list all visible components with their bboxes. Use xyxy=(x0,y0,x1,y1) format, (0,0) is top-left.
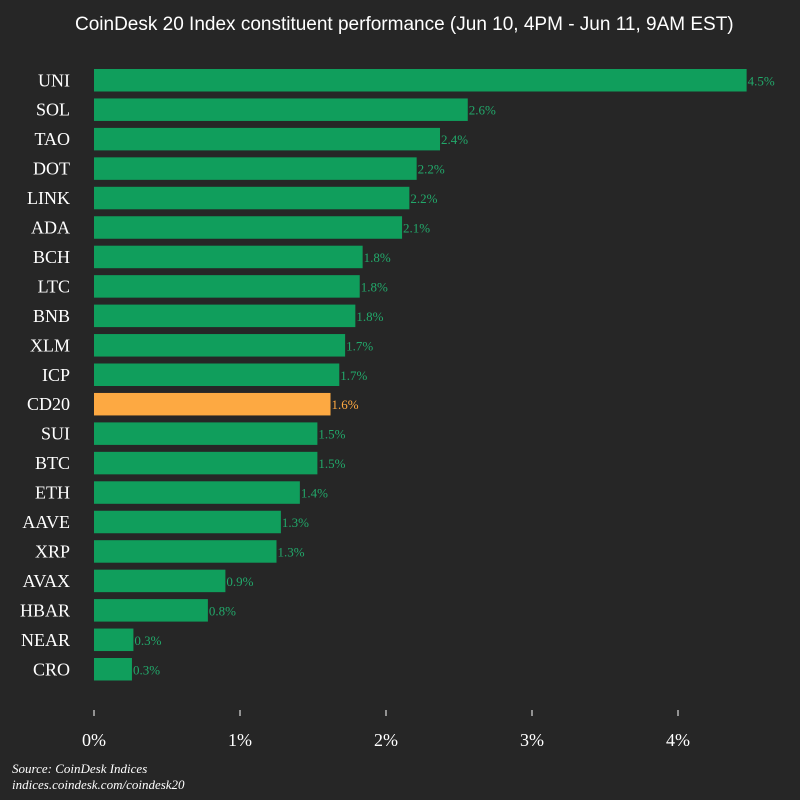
data-label-link: 2.2% xyxy=(410,191,437,206)
bar-bnb xyxy=(94,304,356,328)
data-label-bnb: 1.8% xyxy=(356,309,383,324)
category-label-dot: DOT xyxy=(33,159,70,179)
data-label-bch: 1.8% xyxy=(364,250,391,265)
x-tick-label-2: 2% xyxy=(374,730,398,750)
data-label-sol: 2.6% xyxy=(469,103,496,118)
category-label-ltc: LTC xyxy=(38,276,70,296)
category-label-sui: SUI xyxy=(41,424,70,444)
bar-cd20 xyxy=(94,392,331,416)
category-label-bnb: BNB xyxy=(33,306,70,326)
bar-uni xyxy=(94,69,747,92)
category-label-icp: ICP xyxy=(42,365,70,385)
category-labels: UNI SOL TAO DOT LINK ADA BCH LTC BNB XLM ICP CD20 SU… xyxy=(20,70,70,679)
bar-ada xyxy=(94,216,403,239)
data-label-icp: 1.7% xyxy=(340,368,367,383)
bar-xlm xyxy=(94,334,346,357)
x-tick-label-0: 0% xyxy=(82,730,106,750)
data-label-aave: 1.3% xyxy=(282,515,309,530)
data-label-xrp: 1.3% xyxy=(278,544,305,559)
category-label-link: LINK xyxy=(27,188,70,208)
data-label-cd20: 1.6% xyxy=(332,397,359,412)
bar-icp xyxy=(94,363,340,386)
bar-cro xyxy=(94,658,132,681)
data-label-tao: 2.4% xyxy=(441,132,468,147)
category-label-tao: TAO xyxy=(34,129,70,149)
x-tick-label-3: 3% xyxy=(520,730,544,750)
data-label-ada: 2.1% xyxy=(403,221,430,236)
data-label-ltc: 1.8% xyxy=(361,279,388,294)
category-label-hbar: HBAR xyxy=(20,600,70,620)
data-label-hbar: 0.8% xyxy=(209,603,236,618)
category-label-xrp: XRP xyxy=(35,541,70,561)
bar-xrp xyxy=(94,540,277,563)
bar-sui xyxy=(94,422,318,445)
category-label-sol: SOL xyxy=(36,100,70,120)
bars-group xyxy=(94,69,747,681)
data-label-sui: 1.5% xyxy=(318,427,345,442)
x-tick-label-1: 1% xyxy=(228,730,252,750)
x-axis: 0% 1% 2% 3% 4% xyxy=(82,710,690,750)
bar-dot xyxy=(94,157,417,180)
bar-eth xyxy=(94,481,300,504)
bar-aave xyxy=(94,510,281,534)
chart-title: CoinDesk 20 Index constituent performanc… xyxy=(75,14,734,35)
x-tick-label-4: 4% xyxy=(666,730,690,750)
bar-btc xyxy=(94,451,318,475)
data-label-cro: 0.3% xyxy=(133,662,160,677)
category-label-cro: CRO xyxy=(33,659,70,679)
category-label-eth: ETH xyxy=(35,483,70,503)
data-label-near: 0.3% xyxy=(134,633,161,648)
source-line-1: Source: CoinDesk Indices xyxy=(12,761,147,776)
data-label-uni: 4.5% xyxy=(748,73,775,88)
bar-sol xyxy=(94,98,468,121)
category-label-ada: ADA xyxy=(31,218,70,238)
source-line-2: indices.coindesk.com/coindesk20 xyxy=(12,777,185,792)
bar-bch xyxy=(94,245,363,269)
category-label-near: NEAR xyxy=(21,630,70,650)
category-label-avax: AVAX xyxy=(23,571,70,591)
category-label-btc: BTC xyxy=(35,453,70,473)
bar-hbar xyxy=(94,599,208,622)
data-label-xlm: 1.7% xyxy=(346,338,373,353)
bar-near xyxy=(94,628,134,652)
data-labels: 4.5% 2.6%2.4% 2.2% 2.2% 2.1% 1.8% 1.8% 1.8% 1.7%… xyxy=(133,73,775,677)
category-label-uni: UNI xyxy=(38,70,70,90)
category-label-cd20: CD20 xyxy=(27,394,70,414)
category-label-aave: AAVE xyxy=(22,512,70,532)
data-label-btc: 1.5% xyxy=(318,456,345,471)
data-label-eth: 1.4% xyxy=(301,486,328,501)
bar-tao xyxy=(94,127,441,151)
category-label-xlm: XLM xyxy=(30,335,70,355)
bar-avax xyxy=(94,569,226,593)
category-label-bch: BCH xyxy=(33,247,70,267)
bar-link xyxy=(94,186,410,210)
data-label-dot: 2.2% xyxy=(418,162,445,177)
bar-ltc xyxy=(94,275,360,298)
data-label-avax: 0.9% xyxy=(226,574,253,589)
